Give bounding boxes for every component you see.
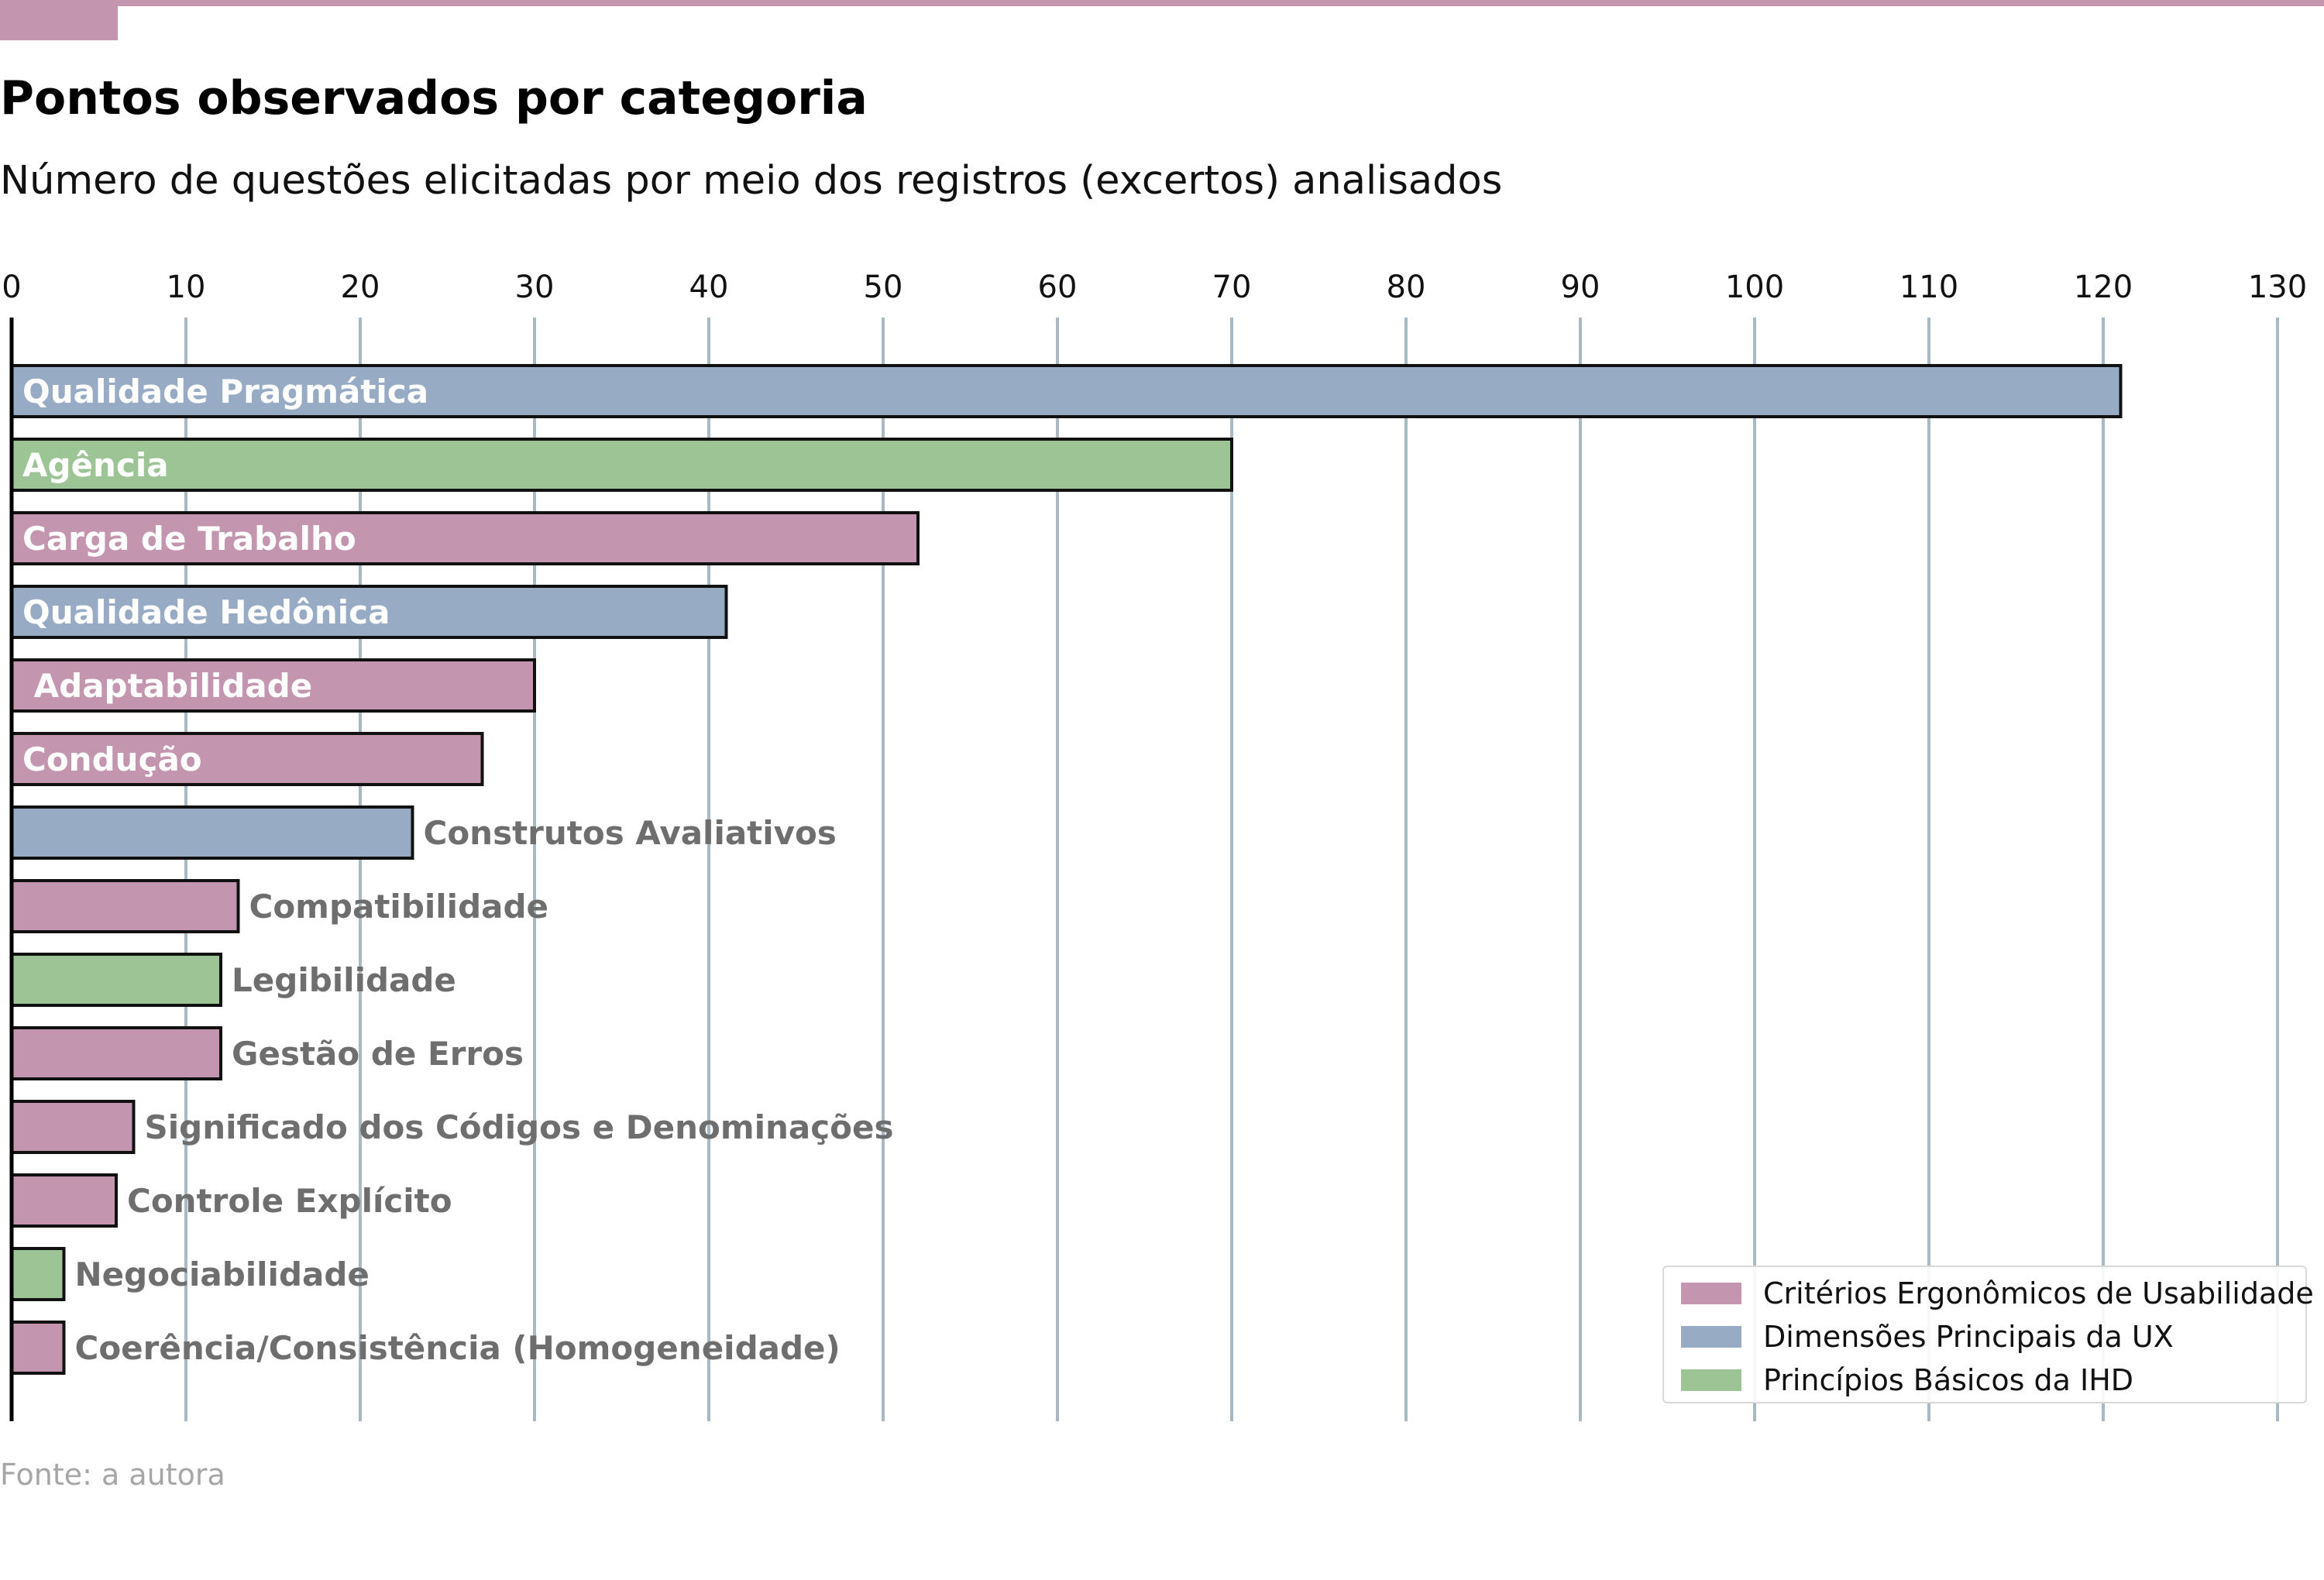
x-tick-label-90: 90 [1561, 270, 1600, 305]
bar-label-6: Construtos Avaliativos [424, 814, 837, 852]
x-tick-label-30: 30 [515, 270, 555, 305]
bar-label-8: Legibilidade [232, 961, 456, 999]
bar-0 [10, 364, 2123, 418]
x-tick-label-0: 0 [2, 270, 21, 305]
chart-legend: Critérios Ergonômicos de Usabilidade Dim… [1662, 1266, 2314, 1403]
x-tick-label-130: 130 [2248, 270, 2307, 305]
bar-label-1: Agência [22, 446, 169, 484]
bar-label-5: Condução [22, 740, 202, 778]
chart-title: Pontos observados por categoria [0, 71, 868, 125]
bar-label-11: Controle Explícito [127, 1182, 452, 1220]
bar-label-13: Coerência/Consistência (Homogeneidade) [75, 1329, 841, 1367]
bar-label-7: Compatibilidade [249, 888, 549, 926]
bar-label-12: Negociabilidade [75, 1255, 370, 1293]
source-note: Fonte: a autora [0, 1458, 225, 1492]
legend-label-ergo: Critérios Ergonômicos de Usabilidade [1763, 1276, 2314, 1310]
legend-swatch-ihd [1681, 1369, 1741, 1391]
bar-label-3: Qualidade Hedônica [22, 593, 390, 631]
chart-subtitle: Número de questões elicitadas por meio d… [0, 158, 1503, 204]
x-tick-label-10: 10 [167, 270, 206, 305]
legend-swatch-ux [1681, 1326, 1741, 1348]
bar-label-9: Gestão de Erros [232, 1035, 524, 1073]
legend-item-ergo: Critérios Ergonômicos de Usabilidade [1673, 1272, 2314, 1315]
bar-label-4: Adaptabilidade [22, 667, 312, 705]
bar-13 [10, 1321, 66, 1375]
bar-7 [10, 879, 240, 933]
top-accent-line [0, 0, 2324, 6]
legend-item-ux: Dimensões Principais da UX [1673, 1315, 2174, 1358]
bar-2 [10, 511, 920, 565]
x-tick-label-40: 40 [689, 270, 729, 305]
bar-label-10: Significado dos Códigos e Denominações [145, 1108, 894, 1146]
x-tick-label-100: 100 [1725, 270, 1784, 305]
bar-6 [10, 805, 414, 860]
x-tick-label-20: 20 [341, 270, 380, 305]
legend-label-ihd: Princípios Básicos da IHD [1763, 1363, 2134, 1397]
bar-1 [10, 438, 1233, 492]
x-tick-label-110: 110 [1899, 270, 1958, 305]
bar-11 [10, 1173, 118, 1228]
x-tick-label-70: 70 [1212, 270, 1252, 305]
bar-label-2: Carga de Trabalho [22, 520, 356, 558]
bar-9 [10, 1026, 222, 1080]
bar-label-0: Qualidade Pragmática [22, 373, 428, 410]
x-tick-label-80: 80 [1387, 270, 1426, 305]
bar-8 [10, 953, 222, 1007]
bar-10 [10, 1100, 136, 1154]
legend-label-ux: Dimensões Principais da UX [1763, 1320, 2174, 1354]
bar-4 [10, 658, 536, 713]
bar-5 [10, 732, 484, 786]
x-tick-label-60: 60 [1038, 270, 1078, 305]
legend-item-ihd: Princípios Básicos da IHD [1673, 1358, 2133, 1402]
bar-3 [10, 585, 728, 639]
legend-swatch-ergo [1681, 1283, 1741, 1304]
top-accent-block [0, 0, 118, 40]
x-tick-label-50: 50 [864, 270, 903, 305]
x-tick-label-120: 120 [2074, 270, 2133, 305]
bar-12 [10, 1247, 66, 1301]
